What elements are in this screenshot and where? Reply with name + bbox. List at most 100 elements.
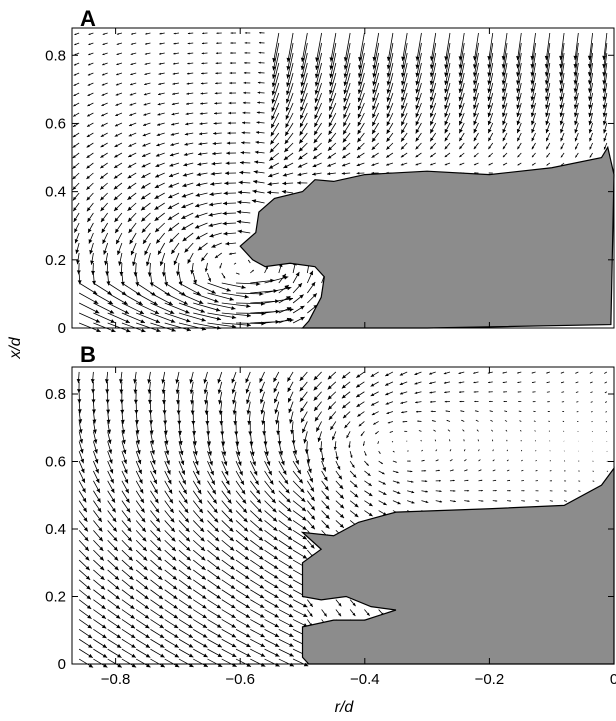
velocity-arrow-head (97, 517, 102, 522)
velocity-arrow (449, 439, 451, 442)
velocity-arrow-head (158, 72, 161, 75)
velocity-arrow-head (130, 614, 135, 619)
velocity-arrow-head (466, 469, 468, 471)
velocity-arrow-head (141, 164, 146, 168)
velocity-arrow-head (155, 319, 161, 324)
panel-b: B 00.20.40.60.8−0.8 −0.6 −0.4 −0.2 0 (45, 342, 616, 688)
velocity-arrow-head (523, 490, 525, 492)
velocity-arrow-head (342, 374, 346, 379)
velocity-arrow-head (343, 122, 347, 127)
velocity-arrow-head (532, 381, 534, 383)
velocity-arrow (449, 459, 453, 462)
velocity-arrow-head (232, 663, 237, 667)
velocity-arrow-head (226, 151, 230, 155)
velocity-arrow-head (82, 507, 87, 513)
velocity-arrow-head (244, 41, 247, 44)
velocity-arrow-head (86, 175, 90, 179)
velocity-arrow-head (357, 121, 362, 127)
velocity-arrow-head (254, 160, 259, 164)
velocity-arrow-head (140, 508, 145, 513)
velocity-arrow (478, 449, 480, 452)
velocity-arrow-head (147, 389, 152, 394)
velocity-arrow-head (170, 143, 174, 147)
velocity-arrow-head (186, 318, 191, 323)
velocity-arrow-head (115, 585, 120, 590)
velocity-arrow-head (214, 298, 219, 303)
velocity-arrow-head (144, 82, 147, 86)
velocity-arrow-head (546, 163, 549, 166)
velocity-arrow (434, 439, 437, 442)
velocity-arrow-head (341, 171, 345, 175)
velocity-arrow-head (602, 55, 607, 60)
velocity-arrow-head (223, 231, 228, 236)
velocity-arrow-head (94, 459, 99, 464)
velocity-arrow-head (151, 460, 156, 465)
velocity-arrow-head (181, 204, 186, 209)
velocity-arrow-head (371, 163, 375, 166)
velocity-arrow-head (157, 123, 161, 126)
velocity-arrow-head (281, 273, 286, 279)
velocity-arrow-head (324, 486, 329, 491)
velocity-arrow-head (300, 114, 304, 120)
velocity-arrow-head (201, 42, 204, 45)
velocity-arrow-head (255, 140, 259, 144)
velocity-arrow-head (229, 61, 233, 65)
velocity-arrow (604, 381, 608, 384)
velocity-arrow-head (204, 400, 209, 405)
velocity-arrow-head (187, 585, 192, 590)
velocity-arrow-head (341, 384, 346, 389)
velocity-arrow (490, 419, 493, 422)
velocity-arrow-head (399, 391, 403, 395)
velocity-arrow-head (351, 464, 355, 468)
velocity-arrow-head (240, 150, 245, 155)
velocity-arrow-head (502, 371, 505, 374)
velocity-arrow-head (215, 307, 221, 312)
velocity-arrow-head (274, 633, 280, 637)
velocity-arrow-head (73, 207, 77, 212)
velocity-arrow-head (290, 429, 295, 435)
velocity-arrow-head (118, 261, 123, 266)
velocity-arrow-head (516, 104, 521, 109)
velocity-arrow-head (174, 663, 180, 668)
velocity-arrow-head (120, 419, 125, 424)
velocity-arrow-head (158, 92, 161, 96)
velocity-arrow (445, 52, 451, 77)
velocity-arrow-head (517, 137, 521, 142)
velocity-arrow-head (260, 653, 266, 657)
velocity-arrow-head (424, 470, 427, 472)
velocity-arrow-head (280, 460, 285, 466)
velocity-arrow-head (589, 155, 592, 158)
velocity-arrow-head (256, 281, 261, 286)
velocity-arrow (506, 449, 508, 452)
velocity-arrow (545, 32, 551, 61)
velocity-arrow-head (517, 371, 519, 374)
velocity-arrow-head (119, 379, 123, 384)
velocity-arrow-head (314, 81, 319, 87)
velocity-arrow-head (176, 410, 181, 415)
velocity-arrow-head (224, 171, 229, 176)
velocity-arrow-head (216, 32, 219, 35)
velocity-arrow-head (325, 524, 330, 529)
velocity-arrow-head (303, 613, 308, 617)
velocity-arrow-head (459, 137, 463, 142)
velocity-arrow-head (73, 83, 77, 86)
velocity-arrow-head (259, 574, 264, 579)
velocity-arrow-head (127, 217, 133, 222)
velocity-arrow-head (192, 441, 197, 446)
velocity-arrow-head (517, 155, 520, 158)
velocity-arrow-head (198, 300, 204, 304)
velocity-arrow-head (429, 88, 434, 94)
velocity-arrow-head (84, 536, 89, 542)
velocity-arrow-head (94, 309, 100, 314)
velocity-arrow-head (159, 643, 165, 648)
velocity-arrow-head (203, 643, 208, 648)
velocity-arrow-head (128, 556, 133, 561)
velocity-arrow (534, 430, 536, 432)
velocity-arrow-head (119, 271, 124, 276)
velocity-arrow-head (214, 518, 219, 523)
velocity-arrow-head (186, 72, 190, 75)
velocity-arrow-head (508, 479, 511, 482)
velocity-arrow-head (237, 190, 243, 195)
velocity-arrow-head (197, 246, 203, 251)
velocity-arrow-head (147, 379, 152, 384)
